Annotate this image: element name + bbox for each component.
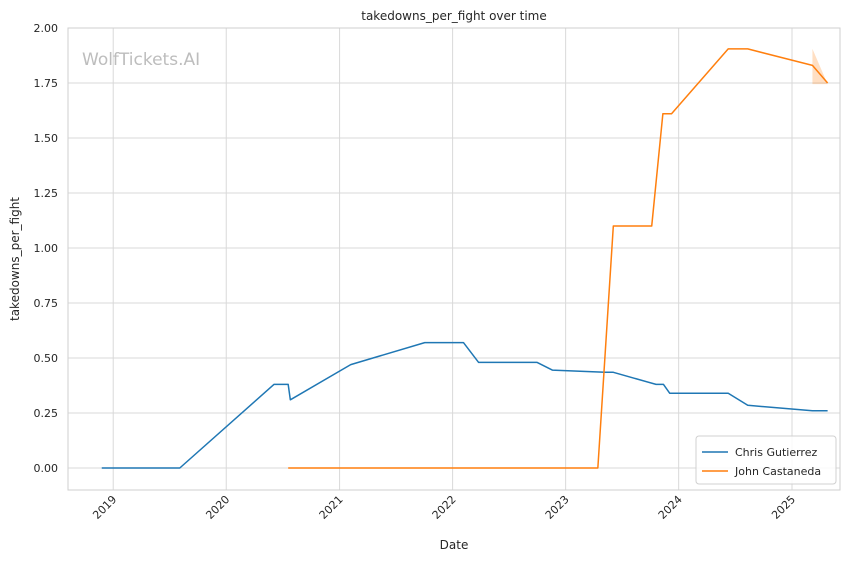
y-tick-label: 2.00	[34, 22, 59, 35]
y-tick-labels: 0.00 0.25 0.50 0.75 1.00 1.25 1.50 1.75 2.00	[34, 22, 59, 475]
y-tick-label: 1.75	[34, 77, 59, 90]
legend: Chris Gutierrez John Castaneda	[695, 435, 837, 485]
axes-frame	[67, 27, 841, 491]
y-tick-label: 0.00	[34, 462, 59, 475]
y-tick-label: 0.75	[34, 297, 59, 310]
y-axis-label: takedowns_per_fight	[8, 197, 22, 321]
y-tick-label: 1.50	[34, 132, 59, 145]
x-tick-labels: 2019 2020 2021 2022 2023 2024 2025	[90, 493, 798, 522]
x-tick-label: 2020	[203, 493, 232, 522]
legend-box	[695, 435, 837, 485]
watermark: WolfTickets.AI	[82, 50, 200, 70]
legend-label-john-castaneda: John Castaneda	[734, 465, 821, 478]
x-tick-label: 2019	[90, 493, 119, 522]
series-layer	[101, 48, 829, 469]
y-tick-label: 0.25	[34, 407, 59, 420]
y-tick-label: 1.00	[34, 242, 59, 255]
band-john-castaneda	[812, 48, 828, 85]
series-line-chris-gutierrez	[101, 341, 828, 469]
x-tick-label: 2024	[656, 493, 685, 522]
x-tick-label: 2022	[430, 493, 459, 522]
y-tick-label: 0.50	[34, 352, 59, 365]
grid	[68, 27, 840, 490]
chart-title: takedowns_per_fight over time	[361, 9, 547, 23]
legend-label-chris-gutierrez: Chris Gutierrez	[735, 446, 817, 459]
x-tick-label: 2023	[543, 493, 572, 522]
x-axis-label: Date	[440, 538, 469, 552]
x-tick-label: 2021	[317, 493, 346, 522]
y-tick-label: 1.25	[34, 187, 59, 200]
series-line-john-castaneda	[288, 48, 829, 469]
x-tick-label: 2025	[769, 493, 798, 522]
confidence-band-layer	[812, 48, 828, 85]
